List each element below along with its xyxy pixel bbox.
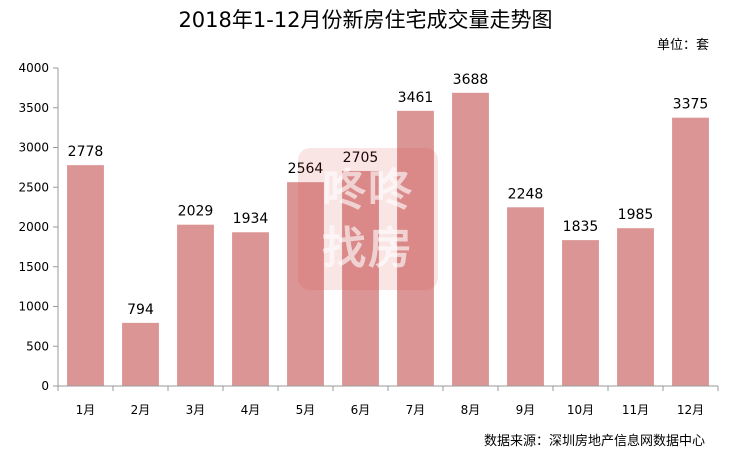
data-label: 3375 bbox=[673, 97, 709, 113]
chart-title: 2018年1-12月份新房住宅成交量走势图 bbox=[178, 8, 553, 32]
bar bbox=[562, 240, 599, 386]
y-tick-label: 3000 bbox=[18, 141, 49, 155]
x-tick-label: 12月 bbox=[677, 403, 704, 417]
y-tick-label: 2500 bbox=[18, 180, 49, 194]
data-source: 数据来源：深圳房地产信息网数据中心 bbox=[483, 434, 705, 449]
bar bbox=[617, 228, 654, 386]
watermark-logo: 咚咚 找房 bbox=[298, 148, 438, 290]
x-tick-label: 9月 bbox=[516, 403, 536, 417]
data-label: 1934 bbox=[233, 211, 269, 227]
bar bbox=[122, 322, 159, 386]
y-tick-label: 1000 bbox=[18, 300, 49, 314]
bar bbox=[232, 232, 269, 386]
data-label: 2778 bbox=[68, 144, 104, 160]
data-label: 2705 bbox=[343, 150, 379, 166]
bar bbox=[397, 110, 434, 387]
y-tick-label: 1500 bbox=[18, 260, 49, 274]
x-tick-label: 10月 bbox=[567, 403, 594, 417]
data-label: 794 bbox=[127, 302, 154, 318]
bar bbox=[67, 165, 104, 386]
data-label: 2564 bbox=[288, 161, 324, 177]
data-label: 1835 bbox=[563, 219, 599, 235]
watermark-text-line1: 咚咚 bbox=[322, 165, 414, 216]
x-tick-label: 1月 bbox=[76, 403, 96, 417]
data-label: 1985 bbox=[618, 207, 654, 223]
data-label: 3688 bbox=[453, 72, 489, 88]
x-tick-label: 4月 bbox=[241, 403, 261, 417]
x-tick-label: 2月 bbox=[131, 403, 151, 417]
x-tick-label: 5月 bbox=[296, 403, 316, 417]
data-label: 2029 bbox=[178, 204, 214, 220]
bar bbox=[452, 92, 489, 386]
y-tick-label: 0 bbox=[41, 379, 49, 393]
y-tick-label: 2000 bbox=[18, 220, 49, 234]
data-label: 3461 bbox=[398, 90, 434, 106]
bar bbox=[177, 224, 214, 386]
x-tick-label: 11月 bbox=[622, 403, 649, 417]
bar bbox=[342, 170, 379, 386]
unit-label: 单位：套 bbox=[656, 38, 709, 53]
x-tick-label: 3月 bbox=[186, 403, 206, 417]
x-tick-label: 8月 bbox=[461, 403, 481, 417]
watermark-text-line2: 找房 bbox=[322, 223, 414, 274]
bar bbox=[287, 182, 324, 386]
bar bbox=[507, 207, 544, 386]
y-tick-label: 4000 bbox=[18, 61, 49, 75]
x-tick-label: 6月 bbox=[351, 403, 371, 417]
y-tick-label: 3500 bbox=[18, 101, 49, 115]
x-tick-label: 7月 bbox=[406, 403, 426, 417]
y-tick-label: 500 bbox=[26, 339, 49, 353]
data-label: 2248 bbox=[508, 186, 544, 202]
bar bbox=[672, 117, 709, 386]
